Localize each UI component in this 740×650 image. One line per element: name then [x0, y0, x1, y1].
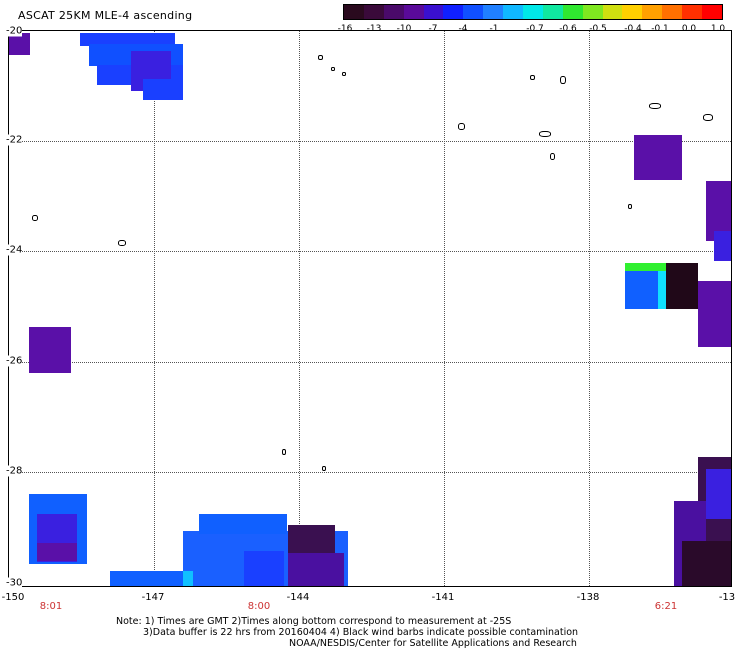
wind-swath — [698, 281, 731, 347]
wind-swath — [183, 571, 193, 586]
note-line: NOAA/NESDIS/Center for Satellite Applica… — [289, 638, 577, 649]
y-axis-label: -20 — [6, 25, 23, 37]
grid-line — [9, 472, 731, 473]
island — [628, 204, 632, 209]
colorbar-segment — [542, 5, 563, 19]
wind-swath — [29, 327, 71, 373]
grid-line — [9, 251, 731, 252]
x-axis-label: -13 — [718, 592, 736, 603]
colorbar-segment — [403, 5, 424, 19]
island — [649, 103, 661, 109]
island — [318, 55, 323, 60]
wind-swath — [682, 541, 731, 586]
colorbar-ticks: -16 -13 -10 -7 -4 -1 -0.7 -0.6 -0.5 -0.4… — [0, 24, 740, 38]
colorbar-segment — [622, 5, 643, 19]
colorbar-segment — [423, 5, 444, 19]
island — [539, 131, 551, 137]
colorbar-tick: -0.6 — [559, 24, 577, 34]
note-line: 3)Data buffer is 22 hrs from 20160404 4)… — [143, 627, 579, 638]
grid-line — [9, 141, 731, 142]
note-line: Note: 1) Times are GMT 2)Times along bot… — [116, 616, 512, 627]
colorbar-segment — [503, 5, 524, 19]
wind-swath — [37, 543, 77, 561]
colorbar-segment — [443, 5, 464, 19]
island — [118, 240, 126, 246]
colorbar-tick: -0.4 — [624, 24, 642, 34]
colorbar-segment — [702, 5, 722, 19]
y-axis-label: -24 — [6, 244, 23, 256]
colorbar-segment — [562, 5, 583, 19]
colorbar-segment — [483, 5, 504, 19]
grid-line — [9, 362, 731, 363]
colorbar-segment — [642, 5, 663, 19]
wind-swath — [666, 263, 698, 309]
x-axis-label: -141 — [431, 592, 455, 603]
island — [331, 67, 335, 71]
grid-line — [299, 31, 300, 586]
wind-swath — [143, 79, 183, 100]
grid-line — [589, 31, 590, 586]
wind-swath — [244, 551, 284, 586]
colorbar-tick: -16 — [337, 24, 353, 34]
wind-swath — [110, 571, 190, 586]
island — [530, 75, 535, 80]
y-axis-label: -26 — [6, 355, 23, 367]
colorbar-segment — [523, 5, 543, 19]
wind-swath — [658, 271, 666, 309]
wind-swath — [199, 514, 287, 534]
wind-swath — [80, 33, 175, 46]
colorbar-tick: -0.5 — [589, 24, 607, 34]
wind-swath — [706, 469, 731, 519]
wind-swath — [625, 263, 666, 271]
y-axis-label: -22 — [6, 134, 23, 146]
time-label: 8:00 — [247, 601, 271, 612]
island — [342, 72, 346, 76]
colorbar-segment — [383, 5, 404, 19]
colorbar-tick: 0.0 — [681, 24, 697, 34]
colorbar-tick: -0.7 — [526, 24, 544, 34]
x-axis-label: -150 — [1, 592, 25, 603]
grid-line — [154, 31, 155, 586]
colorbar-tick: 1.0 — [710, 24, 726, 34]
wind-swath — [634, 135, 682, 180]
island — [322, 466, 326, 471]
colorbar — [343, 4, 723, 20]
map-title: ASCAT 25KM MLE-4 ascending — [18, 9, 193, 22]
colorbar-tick: -4 — [458, 24, 468, 34]
colorbar-segment — [344, 5, 364, 19]
wind-swath — [288, 525, 335, 555]
colorbar-tick: -13 — [366, 24, 382, 34]
wind-swath — [288, 553, 344, 586]
y-axis-label: -30 — [6, 577, 23, 589]
x-axis-label: -138 — [576, 592, 600, 603]
island — [550, 153, 555, 160]
time-label: 6:21 — [654, 601, 678, 612]
colorbar-tick: -0.1 — [651, 24, 669, 34]
grid-line — [444, 31, 445, 586]
wind-swath — [714, 231, 731, 261]
wind-swath — [9, 33, 30, 55]
y-axis-label: -28 — [6, 465, 23, 477]
island — [282, 449, 286, 455]
colorbar-segment — [662, 5, 683, 19]
colorbar-segment — [682, 5, 703, 19]
colorbar-tick: -7 — [428, 24, 438, 34]
island — [458, 123, 465, 130]
colorbar-segment — [602, 5, 623, 19]
colorbar-tick: -1 — [489, 24, 499, 34]
wind-swath — [625, 271, 658, 309]
colorbar-segment — [582, 5, 603, 19]
x-axis-label: -147 — [141, 592, 165, 603]
island — [703, 114, 713, 121]
colorbar-segment — [363, 5, 384, 19]
island — [32, 215, 38, 221]
x-axis-label: -144 — [286, 592, 310, 603]
time-label: 8:01 — [39, 601, 63, 612]
colorbar-tick: -10 — [396, 24, 412, 34]
map-plot-area — [8, 30, 732, 587]
island — [560, 76, 566, 84]
colorbar-segment — [463, 5, 484, 19]
